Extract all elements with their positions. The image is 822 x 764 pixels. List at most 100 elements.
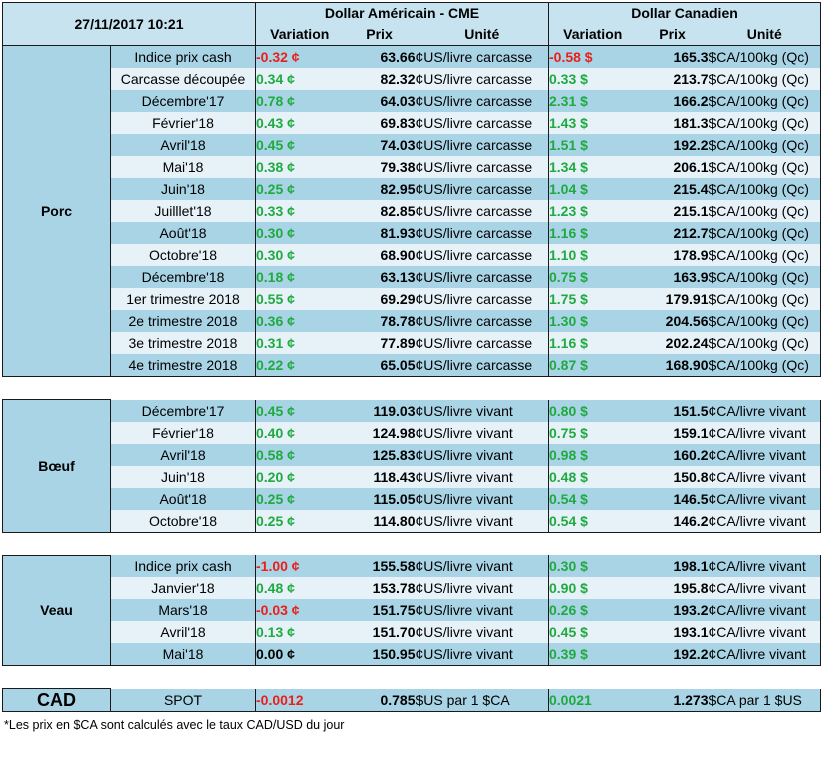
table-row: Octobre'18 0.30 ¢ 68.90 ¢US/livre carcasse 1…	[3, 244, 822, 266]
usd-price: 151.70	[343, 621, 416, 643]
cad-group-title: Dollar Canadien	[547, 2, 822, 23]
cad-unit: ¢CA/livre vivant	[708, 421, 822, 444]
section-name-0: Porc	[2, 45, 111, 377]
usd-price: 63.13	[343, 266, 416, 288]
usd-variation-header: Variation	[255, 23, 344, 46]
usd-price: 78.78	[343, 310, 416, 332]
cad-variation: 0.33 $	[548, 68, 637, 90]
usd-unit: ¢US/livre carcasse	[415, 45, 549, 68]
cad-unit: $CA/100kg (Qc)	[708, 244, 822, 266]
usd-variation: 0.58 ¢	[255, 443, 344, 466]
usd-variation: 0.30 ¢	[255, 222, 344, 244]
cad-variation: 1.16 $	[548, 332, 637, 354]
cad-variation: 2.31 $	[548, 90, 637, 112]
row-label: Mai'18	[110, 643, 256, 666]
row-label: Janvier'18	[110, 577, 256, 599]
usd-unit: ¢US/livre carcasse	[415, 178, 549, 200]
row-label: 3e trimestre 2018	[110, 332, 256, 354]
header-row-2: Variation Prix Unité Variation Prix Unit…	[3, 23, 822, 46]
table-row: Mars'18 -0.03 ¢ 151.75 ¢US/livre vivant 0.26…	[3, 599, 822, 621]
cad-price: 215.1	[636, 200, 709, 222]
row-label: Indice prix cash	[110, 555, 256, 577]
cad-price: 179.91	[636, 288, 709, 310]
usd-price: 115.05	[343, 487, 416, 510]
cad-variation: 0.54 $	[548, 509, 637, 533]
usd-price: 155.58	[343, 555, 416, 577]
table-row: Août'18 0.25 ¢ 115.05 ¢US/livre vivant 0.54 …	[3, 487, 822, 510]
usd-price: 77.89	[343, 332, 416, 354]
usd-variation: 0.45 ¢	[255, 134, 344, 156]
cad-unite-header: Unité	[708, 23, 822, 46]
usd-unit: $US par 1 $CA	[415, 688, 549, 712]
usd-unit: ¢US/livre vivant	[415, 509, 549, 533]
usd-variation: 0.40 ¢	[255, 421, 344, 444]
cad-unit: ¢CA/livre vivant	[708, 555, 822, 577]
cad-price: 160.2	[636, 443, 709, 466]
cad-price: 166.2	[636, 90, 709, 112]
cad-price: 198.1	[636, 555, 709, 577]
cad-price: 204.56	[636, 310, 709, 332]
cad-variation: 0.54 $	[548, 487, 637, 510]
spacer-cell	[2, 665, 821, 689]
row-label: Mars'18	[110, 599, 256, 621]
usd-variation: -1.00 ¢	[255, 555, 344, 577]
table-row: Janvier'18 0.48 ¢ 153.78 ¢US/livre vivant 0.…	[3, 577, 822, 599]
cad-unit: $CA/100kg (Qc)	[708, 332, 822, 354]
usd-price: 74.03	[343, 134, 416, 156]
table-row: Décembre'17 0.78 ¢ 64.03 ¢US/livre carcasse…	[3, 90, 822, 112]
usd-price: 0.785	[343, 688, 416, 712]
usd-unit: ¢US/livre vivant	[415, 599, 549, 621]
row-label: 2e trimestre 2018	[110, 310, 256, 332]
cad-variation: 0.98 $	[548, 443, 637, 466]
usd-variation: 0.55 ¢	[255, 288, 344, 310]
usd-price: 69.83	[343, 112, 416, 134]
cad-unit: $CA/100kg (Qc)	[708, 222, 822, 244]
usd-unit: ¢US/livre carcasse	[415, 200, 549, 222]
header-row-1: 27/11/2017 10:21 Dollar Américain - CME …	[2, 2, 822, 46]
usd-unit: ¢US/livre vivant	[415, 643, 549, 666]
cad-unit: $CA/100kg (Qc)	[708, 354, 822, 377]
usd-variation: 0.18 ¢	[255, 266, 344, 288]
table-row: 1er trimestre 2018 0.55 ¢ 69.29 ¢US/livre c…	[3, 288, 822, 310]
cad-variation: 1.34 $	[548, 156, 637, 178]
usd-price: 63.66	[343, 45, 416, 68]
table-row: Avril'18 0.45 ¢ 74.03 ¢US/livre carcasse 1.5…	[3, 134, 822, 156]
usd-variation: -0.03 ¢	[255, 599, 344, 621]
cad-unit: ¢CA/livre vivant	[708, 621, 822, 643]
cad-unit: $CA par 1 $US	[708, 688, 822, 712]
usd-price: 150.95	[343, 643, 416, 666]
usd-variation: 0.36 ¢	[255, 310, 344, 332]
cad-unit: $CA/100kg (Qc)	[708, 288, 822, 310]
usd-unit: ¢US/livre vivant	[415, 621, 549, 643]
row-label: Décembre'18	[110, 266, 256, 288]
cad-variation: 1.75 $	[548, 288, 637, 310]
usd-unit: ¢US/livre carcasse	[415, 112, 549, 134]
cad-variation: 0.39 $	[548, 643, 637, 666]
cad-price: 206.1	[636, 156, 709, 178]
cad-price: 215.4	[636, 178, 709, 200]
usd-variation: 0.43 ¢	[255, 112, 344, 134]
cad-price: 178.9	[636, 244, 709, 266]
table-row: Veau Indice prix cash -1.00 ¢ 155.58 ¢US/liv…	[2, 554, 822, 666]
usd-price: 124.98	[343, 421, 416, 444]
cad-unit: $CA/100kg (Qc)	[708, 310, 822, 332]
row-label: Mai'18	[110, 156, 256, 178]
table-body: 27/11/2017 10:21 Dollar Américain - CME …	[2, 2, 822, 712]
cad-price: 159.1	[636, 421, 709, 444]
usd-prix-header: Prix	[343, 23, 416, 46]
cad-price: 165.3	[636, 45, 709, 68]
spacer-row	[2, 376, 821, 400]
cad-variation: 1.43 $	[548, 112, 637, 134]
row-label: Juin'18	[110, 178, 256, 200]
usd-variation: 0.22 ¢	[255, 354, 344, 377]
cad-variation: -0.58 $	[548, 45, 637, 68]
usd-unit: ¢US/livre vivant	[415, 577, 549, 599]
cad-variation: 0.75 $	[548, 421, 637, 444]
table-row: Février'18 0.40 ¢ 124.98 ¢US/livre vivant 0.…	[3, 421, 822, 444]
usd-unit: ¢US/livre carcasse	[415, 244, 549, 266]
usd-variation: 0.25 ¢	[255, 487, 344, 510]
cad-variation: 1.23 $	[548, 200, 637, 222]
cad-unit: $CA/100kg (Qc)	[708, 200, 822, 222]
cad-unit: $CA/100kg (Qc)	[708, 68, 822, 90]
usd-variation: 0.33 ¢	[255, 200, 344, 222]
